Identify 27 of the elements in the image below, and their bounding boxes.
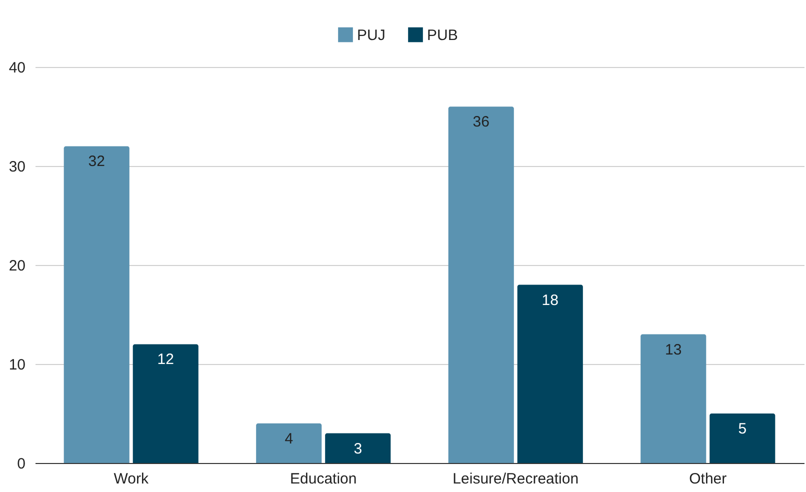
bar [64, 146, 130, 463]
bar [710, 414, 776, 463]
bar [132, 344, 198, 463]
y-tick-label: 40 [8, 60, 26, 76]
x-tick-label: Education [290, 470, 357, 488]
x-tick-label: Other [689, 470, 727, 488]
data-label: 18 [542, 292, 558, 309]
x-tick-label: Leisure/Recreation [452, 470, 579, 488]
legend-label: PUB [427, 26, 458, 44]
y-tick-label: 0 [17, 456, 26, 472]
x-tick-label: Work [114, 470, 149, 488]
bar [256, 423, 322, 463]
data-label: 12 [157, 351, 174, 368]
bar [448, 106, 514, 463]
data-label: 13 [665, 341, 682, 358]
bar [325, 433, 391, 463]
data-label: 3 [354, 440, 362, 458]
legend-label: PUJ [357, 26, 386, 44]
y-tick-label: 10 [8, 356, 26, 374]
data-label: 32 [88, 153, 105, 170]
bar [640, 334, 706, 463]
data-label: 4 [284, 430, 294, 448]
data-label: 5 [738, 420, 747, 438]
y-tick-label: 30 [8, 158, 26, 176]
bar [517, 284, 583, 463]
data-label: 36 [472, 114, 490, 131]
y-tick-label: 20 [8, 258, 26, 274]
